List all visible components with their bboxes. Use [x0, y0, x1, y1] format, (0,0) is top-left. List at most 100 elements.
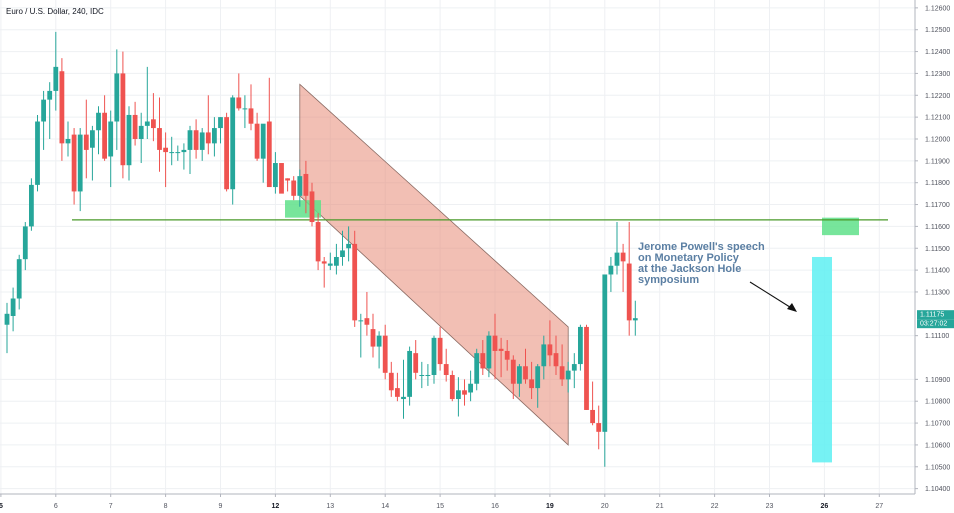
candle	[334, 243, 339, 275]
price-tick-label: 1.12100	[925, 115, 950, 122]
last-price-label: 1.11175	[920, 312, 944, 319]
candle	[541, 335, 547, 380]
candle-body	[303, 173, 309, 196]
candle	[517, 364, 522, 397]
candle	[102, 95, 107, 161]
candle-body	[297, 176, 303, 196]
price-axis[interactable]: 1.12600 1.12500 1.12400 1.12300 1.12200 1.121…	[914, 0, 954, 494]
candle-body	[535, 366, 541, 389]
candle	[462, 379, 467, 406]
candle	[120, 51, 126, 179]
price-tick-label: 1.10400	[925, 486, 950, 493]
countdown-badge	[917, 319, 954, 329]
candle-body	[309, 191, 315, 223]
candle	[614, 222, 620, 275]
countdown-label: 03:27:02	[920, 321, 947, 328]
bearish-channel-layer	[299, 83, 569, 446]
candle-body	[90, 130, 95, 148]
candle	[419, 361, 425, 389]
candle	[266, 77, 272, 188]
candle	[218, 117, 223, 144]
candle-body	[523, 366, 528, 380]
candle	[449, 370, 455, 402]
candle-body	[315, 222, 321, 262]
candle-body	[22, 226, 28, 260]
candle-body	[291, 180, 297, 196]
candle-body	[456, 390, 461, 400]
candle-body	[35, 121, 40, 185]
candle	[388, 361, 394, 397]
last-price-badge	[917, 310, 954, 320]
candle	[65, 121, 71, 157]
candle-body	[102, 112, 107, 159]
candle	[456, 377, 461, 417]
candle	[96, 106, 101, 155]
candle	[114, 49, 120, 150]
candle	[315, 213, 321, 271]
candle-body	[212, 128, 217, 144]
candle	[553, 335, 559, 375]
candle	[486, 331, 492, 378]
candle	[279, 163, 284, 194]
candle	[352, 230, 358, 327]
price-tick-label: 1.10700	[925, 421, 950, 428]
candle-body	[419, 374, 425, 376]
candle-body	[47, 90, 53, 100]
time-tick-label: 12	[272, 503, 280, 510]
candle	[565, 361, 571, 393]
candle	[431, 335, 437, 384]
candle-body	[144, 121, 150, 126]
candle-body	[285, 178, 290, 181]
candle	[169, 136, 175, 166]
price-tick-label: 1.11900	[925, 158, 950, 165]
candle	[151, 93, 156, 142]
candle-body	[151, 119, 156, 129]
candle	[260, 123, 266, 183]
candle-body	[53, 66, 59, 91]
annotation-text-line: symposium	[638, 274, 699, 286]
candle-body	[205, 132, 211, 144]
candle	[77, 128, 83, 212]
candle	[236, 73, 242, 111]
time-axis[interactable]: 5 6 7 8 9 12 13 14 15 16 19 20 21 22 23 26 27	[0, 493, 915, 510]
candle-body	[382, 335, 388, 373]
candle-body	[596, 423, 602, 432]
candle-body	[395, 388, 400, 397]
candle	[578, 324, 583, 371]
price-tick-label: 1.12400	[925, 49, 950, 56]
candle	[590, 381, 595, 426]
candle-body	[224, 117, 229, 190]
price-tick-label: 1.11400	[925, 268, 950, 275]
candle-body	[248, 108, 254, 124]
candle	[510, 355, 516, 400]
candles	[4, 31, 638, 467]
candle	[199, 128, 205, 161]
candle-body	[114, 73, 120, 122]
candle	[138, 112, 144, 164]
candle	[303, 160, 309, 214]
candle-body	[376, 335, 382, 347]
candle	[492, 313, 498, 380]
candle	[205, 95, 211, 155]
candle-body	[340, 250, 345, 257]
candle	[224, 112, 229, 192]
candle	[16, 254, 22, 310]
annotation-arrow-head	[787, 303, 797, 312]
price-tick-label: 1.11100	[925, 333, 949, 340]
price-tick-label: 1.10500	[925, 464, 950, 471]
candle	[291, 176, 297, 201]
price-tick-label: 1.11600	[925, 224, 950, 231]
candle-body	[620, 252, 626, 262]
candle	[596, 405, 602, 450]
bearish-channel	[299, 83, 569, 446]
candle	[144, 66, 150, 139]
candle-body	[449, 374, 455, 400]
candle-body	[474, 353, 480, 384]
candle-body	[260, 123, 266, 159]
candle-body	[626, 263, 632, 321]
candle	[90, 125, 95, 181]
candle	[242, 95, 248, 129]
candle	[535, 364, 541, 408]
time-tick-label: 5	[0, 503, 3, 510]
